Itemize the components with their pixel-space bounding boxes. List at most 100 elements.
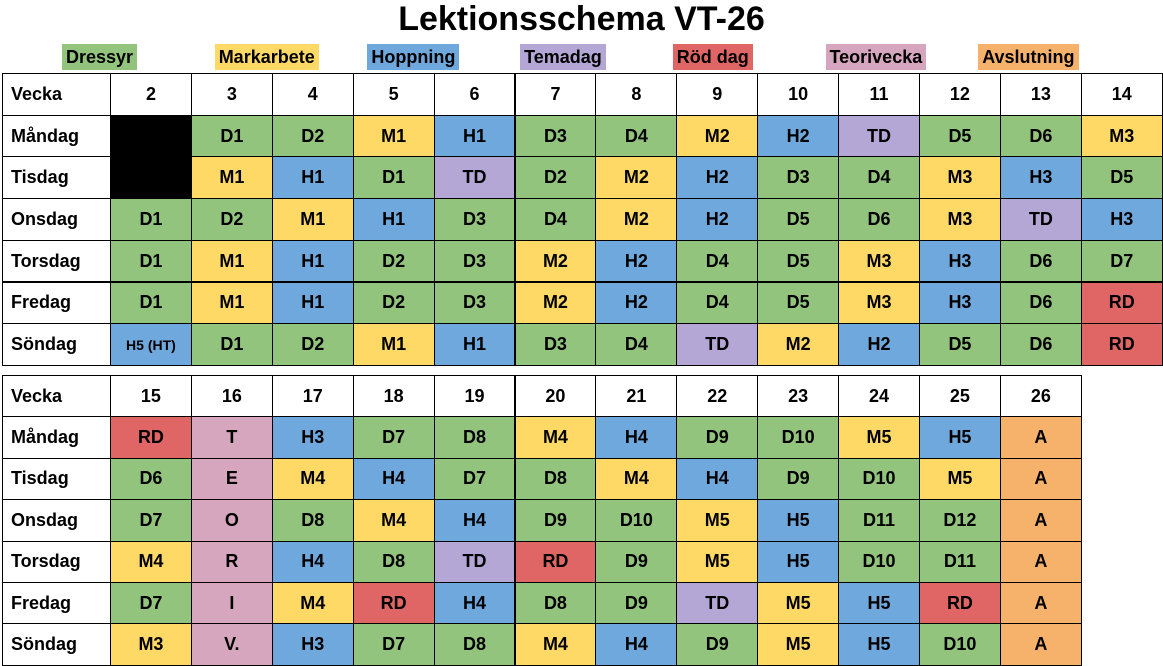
lesson-cell: D9 [676,416,759,459]
lesson-cell: M3 [919,198,1001,241]
lesson-cell: M3 [1080,114,1163,158]
lesson-cell: M4 [271,457,354,501]
lesson-cell: H2 [676,198,759,241]
week-number: 15 [110,375,192,418]
lesson-cell: D9 [514,499,597,542]
lesson-cell: D2 [190,198,273,241]
lesson-cell: H3 [919,281,1001,325]
day-label: Söndag [2,623,111,666]
lesson-cell: M5 [757,582,840,625]
day-label: Måndag [2,416,111,459]
lesson-cell: D6 [999,239,1082,283]
lesson-cell: RD [1080,323,1163,366]
week-number: 4 [271,73,354,116]
lesson-cell: D9 [595,540,678,583]
lesson-cell: H2 [757,114,840,158]
lesson-cell: H4 [595,623,678,666]
week-number: 11 [838,73,920,116]
lesson-cell: D3 [757,156,840,200]
lesson-cell: H3 [271,623,354,666]
lesson-cell: D1 [352,156,435,200]
lesson-cell: TD [433,156,516,200]
lesson-cell: M2 [676,114,759,158]
week-number: 17 [271,375,354,418]
lesson-cell: M2 [514,281,597,325]
lesson-cell: D4 [514,198,597,241]
lesson-cell: H2 [595,281,678,325]
lesson-cell: H4 [352,457,435,501]
week-number: 20 [514,375,597,418]
legend-item: Dressyr [62,44,138,70]
lesson-cell: D7 [352,416,435,459]
week-number: 21 [595,375,678,418]
lesson-cell: TD [838,114,920,158]
week-number: 7 [514,73,597,116]
lesson-cell: M5 [838,416,920,459]
lesson-cell: RD [110,416,192,459]
lesson-cell: D4 [838,156,920,200]
lesson-cell: M5 [676,540,759,583]
lesson-cell: TD [676,323,759,366]
lesson-cell: H1 [271,239,354,283]
lesson-cell: RD [352,582,435,625]
day-label: Söndag [2,323,111,366]
week-number: 12 [919,73,1001,116]
lesson-cell: RD [514,540,597,583]
header-label: Vecka [2,73,111,116]
lesson-cell: H1 [352,198,435,241]
lesson-cell: H4 [595,416,678,459]
lesson-cell: D7 [1080,239,1163,283]
lesson-cell: A [999,457,1082,501]
lesson-cell: D5 [919,323,1001,366]
lesson-cell: T [190,416,273,459]
legend-item: Markarbete [214,44,319,70]
lesson-cell: D7 [110,499,192,542]
lesson-cell: A [999,416,1082,459]
header-label: Vecka [2,375,111,418]
day-label: Fredag [2,281,111,325]
lesson-cell: M1 [271,198,354,241]
day-label: Fredag [2,582,111,625]
lesson-cell: RD [919,582,1001,625]
lesson-cell: O [190,499,273,542]
week-number: 13 [999,73,1082,116]
lesson-cell: R [190,540,273,583]
lesson-cell: M3 [838,239,920,283]
legend-item: Temadag [520,44,606,70]
day-label: Onsdag [2,499,111,542]
lesson-cell: M2 [514,239,597,283]
lesson-cell: A [999,582,1082,625]
lesson-cell: M1 [190,239,273,283]
week-number: 24 [838,375,920,418]
lesson-cell: H5 [919,416,1001,459]
lesson-cell: A [999,499,1082,542]
lesson-cell: E [190,457,273,501]
lesson-cell: M3 [919,156,1001,200]
lesson-cell: D12 [919,499,1001,542]
week-number: 9 [676,73,759,116]
week-number: 16 [190,375,273,418]
lesson-cell: D2 [352,239,435,283]
week-number: 18 [352,375,435,418]
lesson-cell: I [190,582,273,625]
lesson-cell: D3 [433,198,516,241]
lesson-cell: D7 [110,582,192,625]
title: Lektionsschema VT-26 [398,0,765,38]
legend-item: Teorivecka [825,44,927,70]
lesson-cell: H2 [676,156,759,200]
lesson-cell: M1 [352,114,435,158]
lesson-cell: M4 [110,540,192,583]
lesson-cell: D8 [514,582,597,625]
lesson-cell: D8 [514,457,597,501]
lesson-cell: D3 [514,114,597,158]
week-number: 3 [190,73,273,116]
lesson-cell: M4 [514,416,597,459]
day-label: Tisdag [2,156,111,200]
week-number: 2 [110,73,192,116]
lesson-cell: M3 [110,623,192,666]
lesson-cell: D6 [110,457,192,501]
lesson-cell: D8 [433,623,516,666]
lesson-cell: D5 [919,114,1001,158]
week-number: 6 [433,73,516,116]
lesson-cell [110,114,192,158]
